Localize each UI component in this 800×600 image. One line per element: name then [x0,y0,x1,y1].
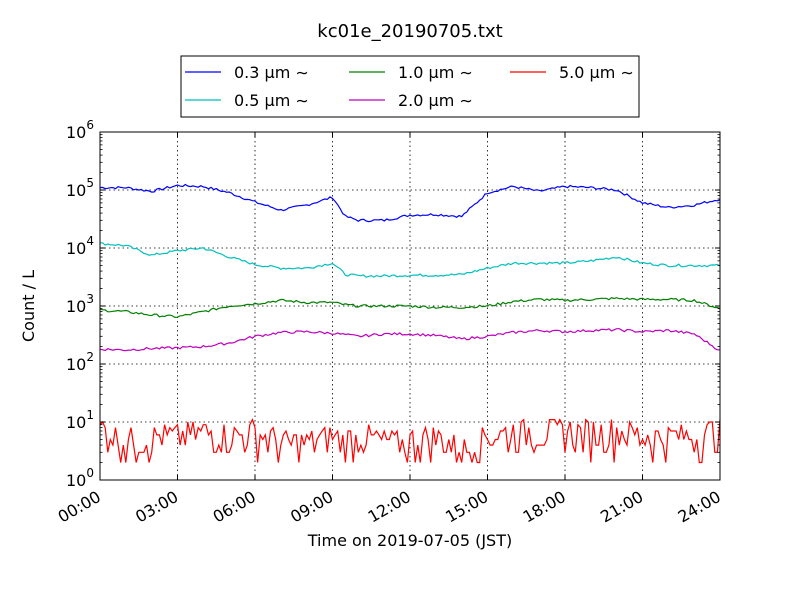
x-tick-label: 00:00 [55,487,104,527]
legend-label-3: 2.0 µm ∼ [398,91,473,110]
legend-label-0: 0.3 µm ∼ [234,63,309,82]
series-line-1 [100,242,721,278]
y-tick-label: 103 [66,292,94,316]
x-tick-label: 06:00 [210,487,259,527]
y-tick-label: 106 [66,118,94,142]
axis-ticks: 00:00 03:00 06:00 09:00 12:00 15:00 18:00 21:00… [55,118,724,527]
y-axis-label: Count / L [19,270,38,342]
y-tick-label: 102 [66,350,94,374]
chart-title: kc01e_20190705.txt [317,21,502,42]
x-tick-label: 03:00 [132,487,181,527]
x-tick-label: 15:00 [442,487,491,527]
series-line-2 [99,297,721,319]
x-tick-label: 12:00 [365,487,414,527]
legend-label-1: 0.5 µm ∼ [234,91,309,110]
x-tick-label: 18:00 [520,487,569,527]
legend-label-4: 5.0 µm ∼ [559,63,634,82]
legend-label-2: 1.0 µm ∼ [398,63,473,82]
x-tick-label: 09:00 [287,487,336,527]
series-line-0 [99,183,721,223]
y-tick-label: 104 [66,234,94,258]
series-lines [99,183,721,464]
x-tick-label: 21:00 [597,487,646,527]
y-tick-label: 105 [66,176,94,200]
series-line-3 [99,328,720,352]
legend-box [180,55,640,118]
legend: 0.3 µm ∼ 0.5 µm ∼ 1.0 µm ∼ 2.0 µm ∼ 5.0 µm ∼ [180,55,640,118]
series-line-4 [99,418,721,464]
x-tick-label: 24:00 [675,487,724,527]
y-tick-label: 100 [66,466,94,490]
x-axis-label: Time on 2019-07-05 (JST) [307,531,512,550]
y-tick-label: 101 [66,408,94,432]
